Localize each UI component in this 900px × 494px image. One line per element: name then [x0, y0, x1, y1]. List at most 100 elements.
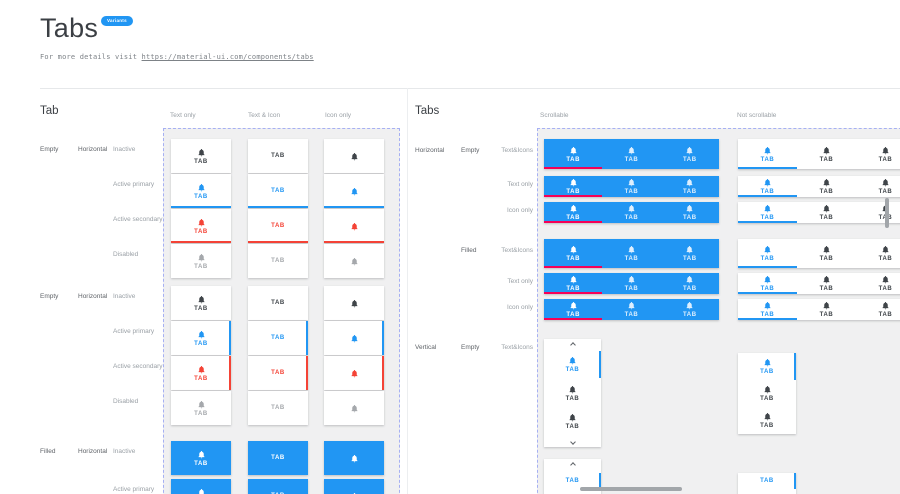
- tab-active[interactable]: TAB: [544, 202, 603, 223]
- tab-icontext[interactable]: TAB: [171, 286, 231, 320]
- tab-icon[interactable]: [324, 286, 384, 320]
- tab[interactable]: TAB: [602, 176, 660, 197]
- tab-active[interactable]: TAB: [738, 473, 796, 489]
- tab-text[interactable]: TAB: [248, 139, 308, 173]
- tab[interactable]: TAB: [661, 239, 719, 268]
- tab-active[interactable]: TAB: [738, 299, 797, 320]
- tab-icontext[interactable]: TAB: [171, 321, 231, 355]
- tab-text[interactable]: TAB: [248, 441, 308, 475]
- tab[interactable]: TAB: [856, 273, 900, 294]
- tab-icon[interactable]: [324, 321, 384, 355]
- tab[interactable]: TAB: [797, 139, 856, 169]
- tab[interactable]: TAB: [797, 273, 856, 294]
- section-divider: [407, 88, 408, 494]
- tab-active[interactable]: TAB: [738, 273, 797, 294]
- tab-icontext[interactable]: TAB: [171, 174, 231, 208]
- docs-link[interactable]: https://material-ui.com/components/tabs: [141, 53, 314, 61]
- tab-text[interactable]: TAB: [248, 356, 308, 390]
- tab[interactable]: TAB: [797, 176, 856, 197]
- active-tab-indicator: [794, 353, 796, 380]
- tab[interactable]: TAB: [797, 239, 856, 268]
- tab-active[interactable]: TAB: [544, 472, 601, 489]
- tab[interactable]: TAB: [602, 299, 660, 320]
- tab[interactable]: TAB: [661, 139, 719, 169]
- tab-active[interactable]: TAB: [738, 176, 797, 197]
- tabs-bar: TAB TAB TAB: [544, 139, 719, 169]
- tab-icon[interactable]: [324, 356, 384, 390]
- tab-icon[interactable]: [324, 139, 384, 173]
- tab-icontext[interactable]: TAB: [171, 139, 231, 173]
- tab-label: TAB: [566, 215, 580, 221]
- tab[interactable]: TAB: [602, 202, 660, 223]
- tab-label: TAB: [271, 455, 285, 461]
- row-type-label: Icon only: [506, 207, 533, 214]
- tab-text[interactable]: TAB: [248, 321, 308, 355]
- tab-text[interactable]: TAB: [248, 391, 308, 425]
- bell-icon: [882, 301, 889, 310]
- tab-active[interactable]: TAB: [544, 176, 603, 197]
- bell-icon: [686, 301, 693, 310]
- tab-icon[interactable]: [324, 391, 384, 425]
- tab[interactable]: TAB: [856, 239, 900, 268]
- tab-icontext[interactable]: TAB: [171, 391, 231, 425]
- tab-active[interactable]: TAB: [738, 202, 797, 223]
- tab-icon[interactable]: [324, 174, 384, 208]
- tab-icon[interactable]: [324, 209, 384, 243]
- tab[interactable]: TAB: [856, 176, 900, 197]
- tab-text[interactable]: TAB: [248, 479, 308, 494]
- tab[interactable]: TAB: [738, 380, 796, 407]
- tab-active[interactable]: TAB: [738, 353, 796, 380]
- bell-icon: [198, 148, 204, 156]
- tab-icontext[interactable]: TAB: [171, 441, 231, 475]
- tab-icontext[interactable]: TAB: [171, 356, 231, 390]
- tab-label: TAB: [682, 256, 697, 262]
- tab-label: TAB: [271, 335, 285, 341]
- tab[interactable]: TAB: [856, 299, 900, 320]
- tab[interactable]: TAB: [544, 408, 601, 435]
- tab-text[interactable]: TAB: [248, 286, 308, 320]
- tab[interactable]: TAB: [797, 202, 856, 223]
- tab[interactable]: TAB: [856, 139, 900, 169]
- tab-label: TAB: [760, 423, 774, 429]
- chevron-down-icon[interactable]: [544, 436, 601, 447]
- tab-active[interactable]: TAB: [544, 299, 603, 320]
- tab-active[interactable]: TAB: [544, 273, 603, 294]
- tab[interactable]: TAB: [856, 202, 900, 223]
- tab-icontext[interactable]: TAB: [171, 244, 231, 278]
- tab[interactable]: TAB: [797, 299, 856, 320]
- tab[interactable]: TAB: [602, 273, 660, 294]
- active-tab-indicator: [599, 351, 601, 379]
- tab-active[interactable]: TAB: [544, 351, 601, 379]
- tab[interactable]: TAB: [661, 299, 719, 320]
- vertical-scrollbar[interactable]: [885, 198, 889, 228]
- bell-icon: [823, 178, 830, 187]
- bell-icon: [628, 146, 635, 154]
- tab-text[interactable]: TAB: [248, 174, 308, 208]
- tab[interactable]: TAB: [738, 407, 796, 434]
- tab-icontext[interactable]: TAB: [171, 479, 231, 494]
- tab-text[interactable]: TAB: [248, 244, 308, 278]
- tab-icon[interactable]: [324, 244, 384, 278]
- tab[interactable]: TAB: [661, 273, 719, 294]
- chevron-up-icon[interactable]: [544, 339, 601, 350]
- tab-icon[interactable]: [324, 479, 384, 494]
- tab-icontext[interactable]: TAB: [171, 209, 231, 243]
- tab-active[interactable]: TAB: [544, 139, 603, 169]
- tab-active[interactable]: TAB: [544, 239, 603, 268]
- tabs-bar: TAB TAB TAB: [738, 202, 900, 223]
- tab-icon[interactable]: [324, 441, 384, 475]
- tab-active[interactable]: TAB: [738, 239, 797, 268]
- horizontal-scrollbar[interactable]: [580, 487, 682, 491]
- tab[interactable]: TAB: [602, 139, 660, 169]
- tab-text[interactable]: TAB: [248, 209, 308, 243]
- tab[interactable]: TAB: [544, 380, 601, 407]
- tab[interactable]: TAB: [661, 176, 719, 197]
- bell-icon: [198, 218, 204, 226]
- tab[interactable]: TAB: [661, 202, 719, 223]
- tab-active[interactable]: TAB: [738, 139, 797, 169]
- chevron-up-icon[interactable]: [544, 459, 601, 470]
- active-tab-indicator: [544, 167, 603, 169]
- row-type-label: Text&Icons: [501, 247, 533, 254]
- tab[interactable]: TAB: [602, 239, 660, 268]
